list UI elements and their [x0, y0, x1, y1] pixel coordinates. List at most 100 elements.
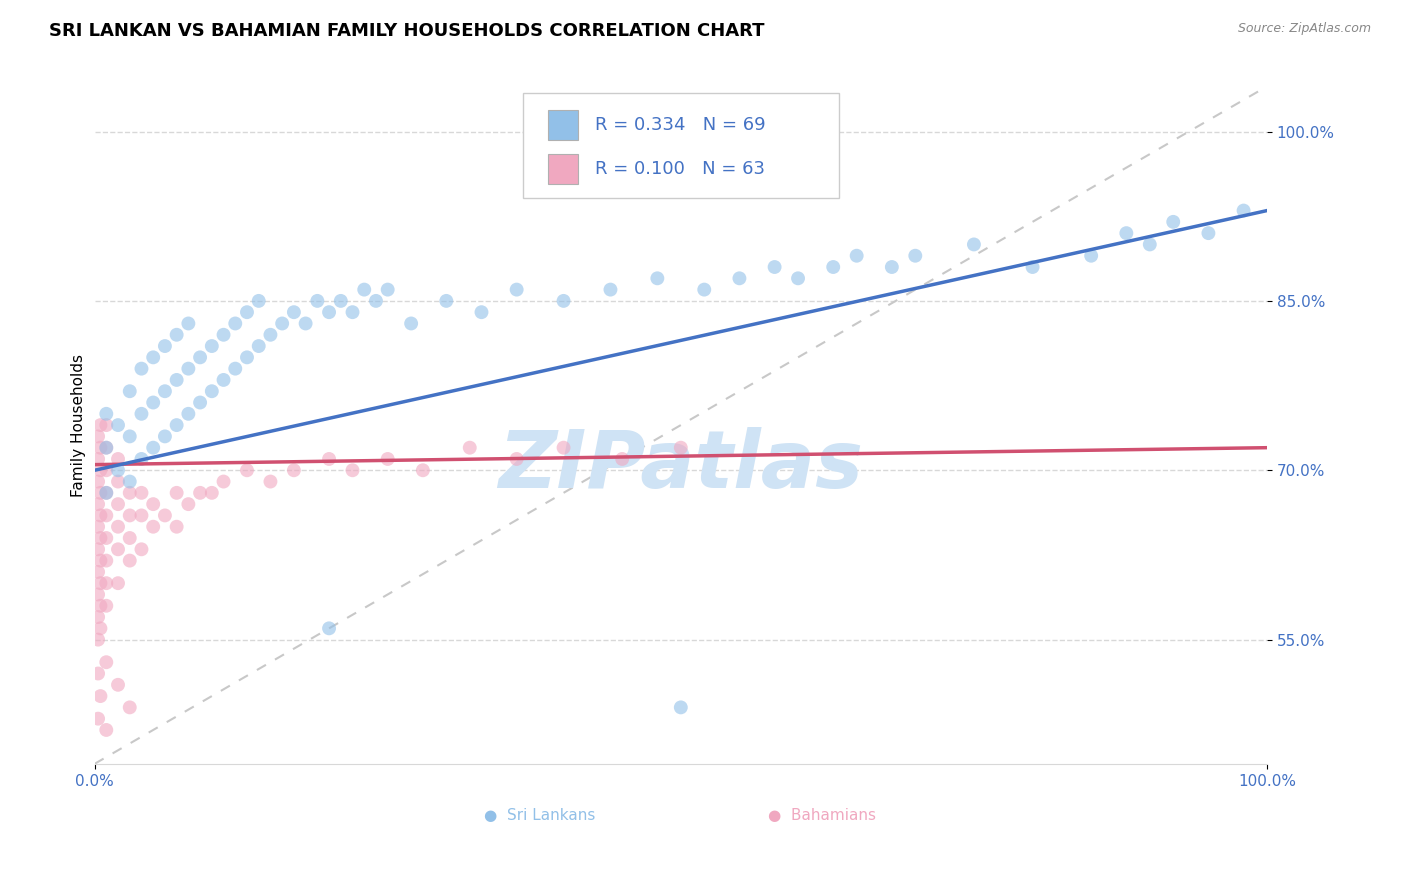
Point — [107, 519, 129, 533]
Point — [131, 542, 153, 557]
Point — [89, 463, 111, 477]
Point — [904, 249, 927, 263]
Point — [87, 497, 110, 511]
Point — [318, 621, 340, 635]
Point — [259, 327, 281, 342]
Point — [96, 441, 118, 455]
Point — [177, 361, 200, 376]
Point — [247, 293, 270, 308]
Point — [87, 542, 110, 557]
Point — [283, 463, 305, 477]
Point — [142, 351, 165, 365]
Point — [1115, 226, 1137, 240]
Point — [787, 271, 810, 285]
Text: SRI LANKAN VS BAHAMIAN FAMILY HOUSEHOLDS CORRELATION CHART: SRI LANKAN VS BAHAMIAN FAMILY HOUSEHOLDS… — [49, 22, 765, 40]
Point — [728, 271, 751, 285]
Point — [118, 486, 141, 500]
Point — [201, 486, 224, 500]
Point — [307, 293, 329, 308]
Point — [131, 361, 153, 376]
Text: ●  Sri Lankans: ● Sri Lankans — [485, 808, 596, 823]
Point — [236, 463, 259, 477]
Point — [107, 678, 129, 692]
Point — [1080, 249, 1102, 263]
Point — [118, 553, 141, 567]
Point — [118, 531, 141, 545]
Point — [318, 305, 340, 319]
Point — [201, 339, 224, 353]
Point — [96, 463, 118, 477]
Point — [96, 508, 118, 523]
Point — [845, 249, 868, 263]
Y-axis label: Family Households: Family Households — [72, 353, 86, 497]
Point — [87, 429, 110, 443]
Point — [283, 305, 305, 319]
Point — [142, 497, 165, 511]
Point — [96, 723, 118, 737]
Text: R = 0.100   N = 63: R = 0.100 N = 63 — [595, 160, 765, 178]
Point — [87, 452, 110, 467]
Point — [612, 452, 634, 467]
Point — [188, 395, 211, 409]
Point — [96, 531, 118, 545]
Point — [118, 700, 141, 714]
Point — [118, 475, 141, 489]
Point — [399, 317, 422, 331]
Point — [377, 283, 399, 297]
Text: Source: ZipAtlas.com: Source: ZipAtlas.com — [1237, 22, 1371, 36]
Point — [89, 599, 111, 613]
Point — [271, 317, 294, 331]
Point — [87, 610, 110, 624]
Point — [142, 519, 165, 533]
Point — [131, 452, 153, 467]
Point — [107, 542, 129, 557]
Point — [87, 565, 110, 579]
Point — [87, 666, 110, 681]
Point — [599, 283, 621, 297]
Point — [188, 486, 211, 500]
Point — [434, 293, 457, 308]
Point — [89, 486, 111, 500]
Point — [294, 317, 316, 331]
Point — [131, 508, 153, 523]
Point — [693, 283, 716, 297]
Point — [118, 429, 141, 443]
Point — [377, 452, 399, 467]
FancyBboxPatch shape — [523, 93, 839, 198]
Point — [212, 373, 235, 387]
Point — [89, 531, 111, 545]
Point — [89, 418, 111, 433]
Point — [118, 384, 141, 399]
Point — [166, 486, 188, 500]
Point — [96, 418, 118, 433]
Point — [342, 305, 364, 319]
Point — [647, 271, 669, 285]
Point — [201, 384, 224, 399]
Point — [96, 407, 118, 421]
Point — [153, 508, 176, 523]
Point — [118, 508, 141, 523]
Point — [142, 441, 165, 455]
Point — [153, 429, 176, 443]
Point — [1232, 203, 1254, 218]
Point — [318, 452, 340, 467]
Point — [166, 373, 188, 387]
Point — [505, 452, 527, 467]
FancyBboxPatch shape — [548, 153, 578, 184]
Point — [669, 441, 692, 455]
Point — [107, 463, 129, 477]
Point — [353, 283, 375, 297]
Point — [669, 700, 692, 714]
Point — [89, 508, 111, 523]
Point — [131, 486, 153, 500]
Point — [96, 553, 118, 567]
Point — [458, 441, 481, 455]
Point — [224, 317, 246, 331]
Point — [212, 327, 235, 342]
FancyBboxPatch shape — [548, 110, 578, 140]
Point — [107, 475, 129, 489]
Point — [505, 283, 527, 297]
Point — [131, 407, 153, 421]
Point — [87, 519, 110, 533]
Point — [364, 293, 387, 308]
